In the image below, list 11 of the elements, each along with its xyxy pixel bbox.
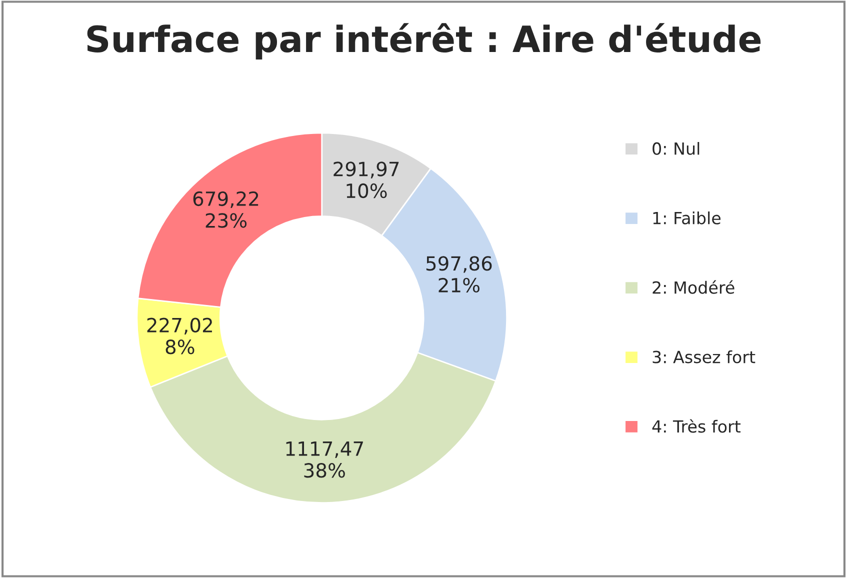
legend-label: 1: Faible bbox=[653, 211, 721, 224]
data-label: 227,02 8% bbox=[147, 318, 212, 354]
data-label: 291,97 10% bbox=[334, 162, 399, 198]
data-label: 597,86 21% bbox=[426, 256, 492, 293]
data-label: 1117,47 38% bbox=[286, 442, 363, 478]
legend-label: 0: Nul bbox=[652, 142, 700, 155]
legend-label: 3: Assez fort bbox=[652, 350, 756, 364]
chart-title: Surface par intérêt : Aire d'étude bbox=[87, 23, 761, 60]
legend-label: 2: Modéré bbox=[652, 280, 734, 294]
legend-label: 4: Très fort bbox=[652, 419, 741, 433]
data-label: 679,22 23% bbox=[193, 191, 258, 228]
